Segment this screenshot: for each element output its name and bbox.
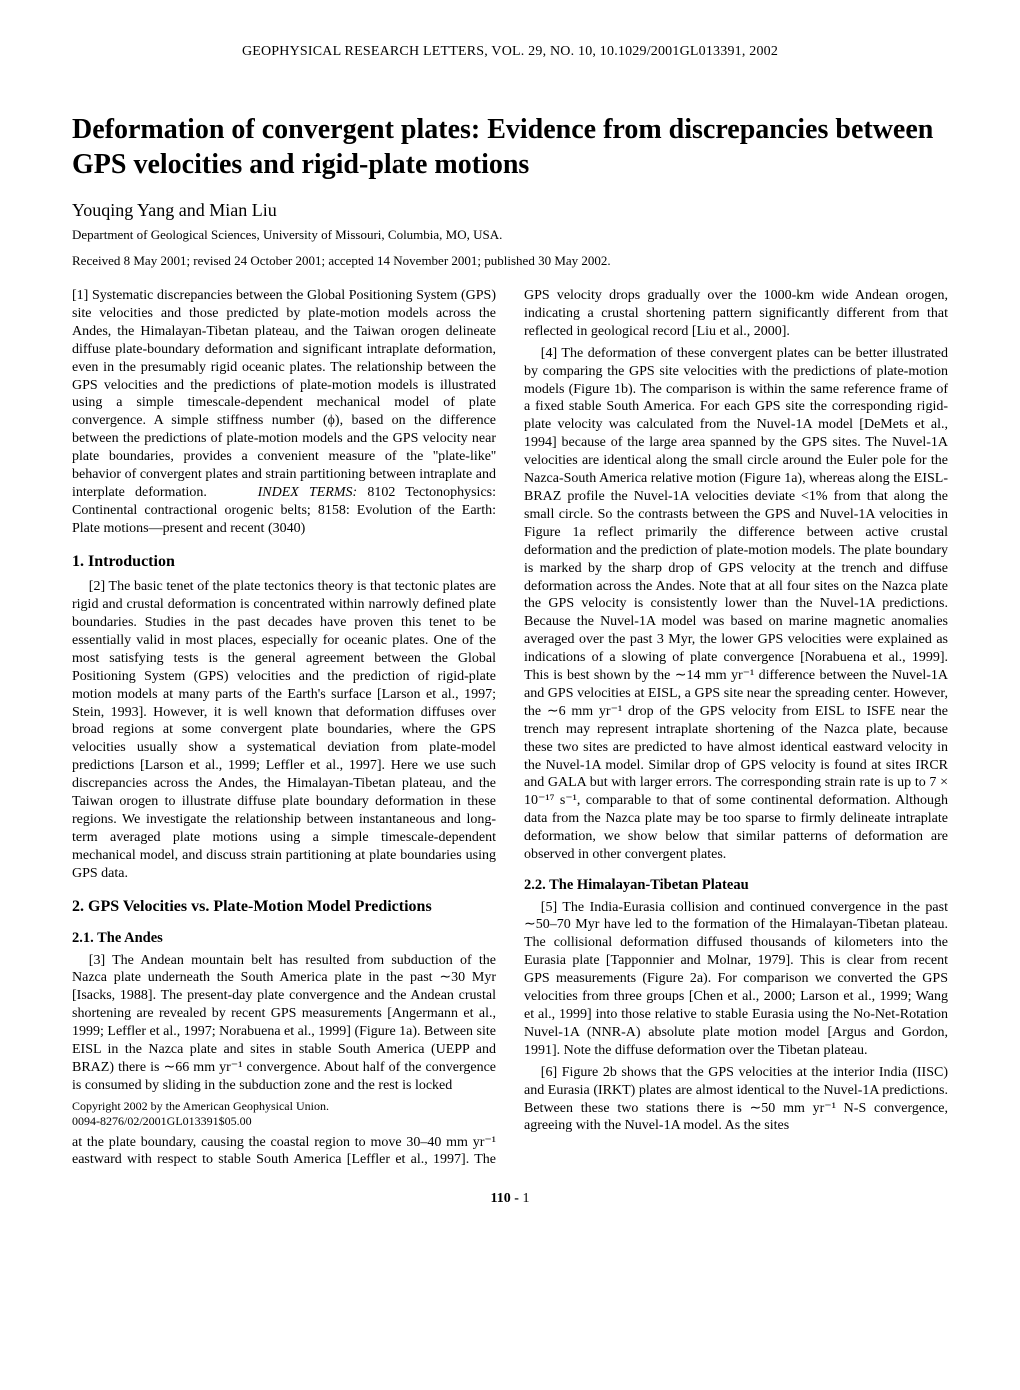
page-number-prefix: 110 - [491, 1191, 523, 1206]
section-2-1-heading: 2.1. The Andes [72, 929, 496, 948]
authors: Youqing Yang and Mian Liu [72, 200, 948, 221]
section-2-2-paragraph-1: [5] The India-Eurasia collision and cont… [524, 899, 948, 1060]
abstract-text: [1] Systematic discrepancies between the… [72, 288, 496, 500]
section-2-2-heading: 2.2. The Himalayan-Tibetan Plateau [524, 876, 948, 895]
affiliation: Department of Geological Sciences, Unive… [72, 227, 948, 243]
section-1-heading: 1. Introduction [72, 552, 496, 572]
article-title: Deformation of convergent plates: Eviden… [72, 112, 948, 182]
section-2-heading: 2. GPS Velocities vs. Plate-Motion Model… [72, 897, 496, 917]
copyright-line-1: Copyright 2002 by the American Geophysic… [72, 1099, 329, 1113]
body-columns: [1] Systematic discrepancies between the… [72, 287, 948, 1169]
abstract: [1] Systematic discrepancies between the… [72, 287, 496, 538]
section-2-2-paragraph-2: [6] Figure 2b shows that the GPS velocit… [524, 1064, 948, 1136]
section-1-paragraph-1: [2] The basic tenet of the plate tectoni… [72, 578, 496, 882]
copyright: Copyright 2002 by the American Geophysic… [72, 1099, 496, 1130]
copyright-line-2: 0094-8276/02/2001GL013391$05.00 [72, 1114, 252, 1128]
page: GEOPHYSICAL RESEARCH LETTERS, VOL. 29, N… [0, 0, 1020, 1247]
index-terms-label: INDEX TERMS: [258, 485, 358, 500]
section-2-1-paragraph-1: [3] The Andean mountain belt has resulte… [72, 952, 496, 1095]
publication-dates: Received 8 May 2001; revised 24 October … [72, 253, 948, 269]
page-number: 110 - 1 [72, 1191, 948, 1207]
page-number-value: 1 [522, 1191, 529, 1206]
section-2-1-paragraph-2: [4] The deformation of these convergent … [524, 345, 948, 864]
running-header: GEOPHYSICAL RESEARCH LETTERS, VOL. 29, N… [72, 44, 948, 60]
